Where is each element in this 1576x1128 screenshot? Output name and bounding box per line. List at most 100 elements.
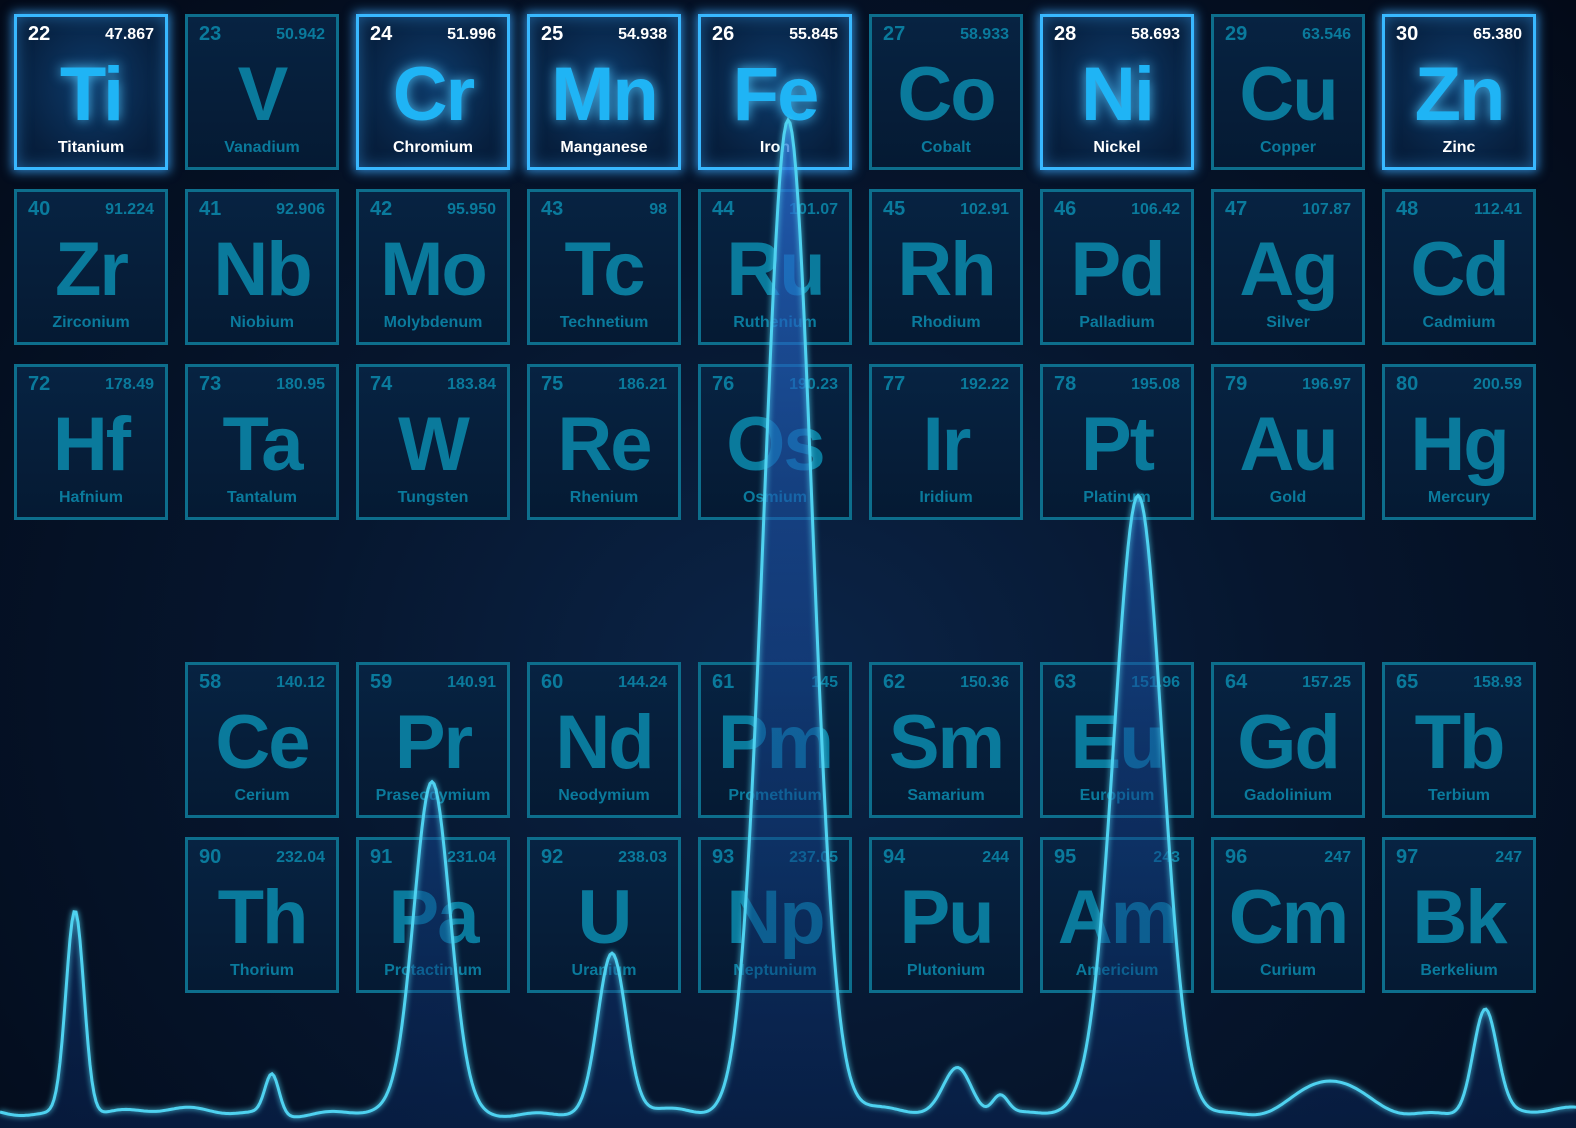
element-tile-manganese: 25 54.938 Mn Manganese [527,14,681,170]
element-tile-cerium: 58 140.12 Ce Cerium [185,662,339,818]
element-tile-rhodium: 45 102.91 Rh Rhodium [869,189,1023,345]
element-symbol: Np [726,875,825,960]
atomic-mass: 238.03 [618,849,667,866]
element-tile-samarium: 62 150.36 Sm Samarium [869,662,1023,818]
atomic-mass: 231.04 [447,849,496,866]
atomic-number: 25 [541,23,564,45]
element-symbol: Ce [215,700,310,785]
element-name: Cerium [234,787,290,804]
atomic-mass: 150.36 [960,674,1009,691]
atomic-mass: 151.96 [1131,674,1180,691]
atomic-number: 48 [1396,198,1419,220]
element-symbol: Sm [888,700,1005,785]
atomic-mass: 98 [649,201,667,218]
atomic-number: 79 [1225,373,1248,395]
element-symbol: Tb [1414,700,1506,785]
atomic-mass: 58.933 [960,26,1009,43]
atomic-number: 61 [712,671,735,693]
element-tile-plutonium: 94 244 Pu Plutonium [869,837,1023,993]
element-name: Osmium [742,489,807,506]
element-symbol: Pd [1070,227,1165,312]
atomic-mass: 157.25 [1302,674,1351,691]
atomic-number: 77 [883,373,906,395]
atomic-mass: 54.938 [618,26,667,43]
element-symbol: Co [897,52,996,137]
element-symbol: Zr [55,227,129,312]
atomic-number: 23 [199,23,222,45]
atomic-number: 26 [712,23,735,45]
atomic-mass: 196.97 [1302,376,1351,393]
element-symbol: Fe [732,52,820,137]
element-name: Titanium [57,139,125,156]
element-symbol: Pm [717,700,834,785]
atomic-number: 24 [370,23,393,45]
element-tile-osmium: 76 190.23 Os Osmium [698,364,852,520]
element-symbol: Rh [897,227,996,312]
element-symbol: Ni [1081,52,1155,137]
element-tile-zirconium: 40 91.224 Zr Zirconium [14,189,168,345]
element-tile-mercury: 80 200.59 Hg Mercury [1382,364,1536,520]
element-tile-titanium: 22 47.867 Ti Titanium [14,14,168,170]
element-tile-ruthenium: 44 101.07 Ru Ruthenium [698,189,852,345]
element-tile-niobium: 41 92.906 Nb Niobium [185,189,339,345]
element-symbol: Pr [394,700,473,785]
element-name: Uranium [571,962,637,979]
element-name: Plutonium [906,962,986,979]
atomic-number: 65 [1396,671,1419,693]
element-name: Thorium [230,962,294,979]
element-symbol: Au [1239,402,1338,487]
element-tile-cobalt: 27 58.933 Co Cobalt [869,14,1023,170]
element-name: Zirconium [52,314,130,331]
atomic-number: 27 [883,23,906,45]
atomic-mass: 106.42 [1131,201,1180,218]
atomic-mass: 144.24 [618,674,667,691]
element-symbol: Hf [52,402,131,487]
atomic-number: 46 [1054,198,1077,220]
atomic-mass: 101.07 [789,201,838,218]
element-symbol: W [398,402,470,487]
element-tile-thorium: 90 232.04 Th Thorium [185,837,339,993]
element-symbol: Pt [1081,402,1155,487]
element-tile-promethium: 61 145 Pm Promethium [698,662,852,818]
element-symbol: Th [217,875,309,960]
atomic-number: 63 [1054,671,1077,693]
atomic-mass: 91.224 [105,201,154,218]
atomic-number: 42 [370,198,393,220]
atomic-mass: 237.05 [789,849,838,866]
element-name: Ruthenium [733,314,817,331]
atomic-mass: 232.04 [276,849,325,866]
element-tile-terbium: 65 158.93 Tb Terbium [1382,662,1536,818]
element-name: Nickel [1093,139,1141,156]
atomic-number: 47 [1225,198,1248,220]
element-name: Vanadium [224,139,300,156]
element-tile-palladium: 46 106.42 Pd Palladium [1040,189,1194,345]
element-tile-rhenium: 75 186.21 Re Rhenium [527,364,681,520]
element-name: Gold [1269,489,1307,506]
atomic-mass: 183.84 [447,376,496,393]
element-tile-cadmium: 48 112.41 Cd Cadmium [1382,189,1536,345]
atomic-number: 44 [712,198,735,220]
element-name: Tantalum [227,489,297,506]
element-name: Iron [759,139,791,156]
atomic-mass: 247 [1495,849,1522,866]
element-name: Technetium [559,314,649,331]
atomic-mass: 112.41 [1473,201,1522,218]
atomic-mass: 50.942 [276,26,325,43]
atomic-mass: 65.380 [1473,26,1522,43]
atomic-number: 73 [199,373,222,395]
element-name: Manganese [560,139,648,156]
element-row-lanthanides: 58 140.12 Ce Cerium 59 140.91 Pr Praseodymium 60… [14,662,1536,818]
element-name: Iridium [919,489,973,506]
atomic-mass: 47.867 [105,26,154,43]
element-tile-berkelium: 97 247 Bk Berkelium [1382,837,1536,993]
element-name: Promethium [728,787,822,804]
atomic-number: 62 [883,671,906,693]
element-name: Zinc [1442,139,1476,156]
atomic-number: 92 [541,846,564,868]
element-name: Rhenium [569,489,639,506]
atomic-mass: 92.906 [276,201,325,218]
atomic-mass: 200.59 [1473,376,1522,393]
atomic-mass: 102.91 [960,201,1009,218]
element-symbol: Zn [1414,52,1506,137]
element-symbol: Cd [1410,227,1509,312]
